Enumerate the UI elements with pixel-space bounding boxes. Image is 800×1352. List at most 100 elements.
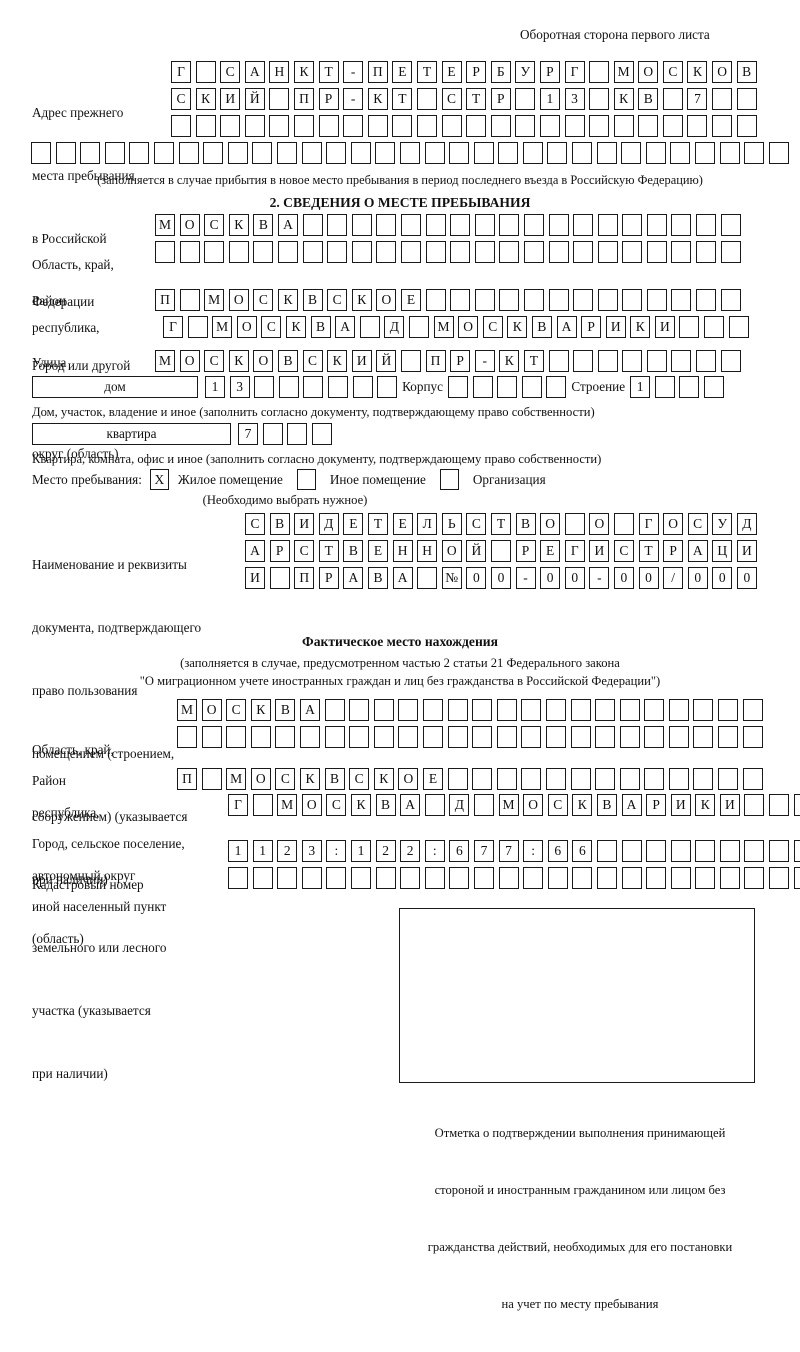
district-cell[interactable] (696, 289, 717, 311)
stroenie-cell[interactable] (679, 376, 700, 398)
previous-address-cell[interactable] (768, 142, 789, 164)
region-cell[interactable] (622, 214, 643, 236)
region-cell[interactable] (277, 241, 298, 263)
cadastral-cell[interactable] (400, 867, 421, 889)
region-cell[interactable] (204, 241, 225, 263)
region-cell[interactable] (400, 241, 421, 263)
stroenie-cell[interactable]: 1 (630, 376, 651, 398)
previous-address-cell[interactable] (498, 142, 519, 164)
stay-type-checkbox-inoe[interactable] (296, 469, 316, 490)
previous-address-cell[interactable]: К (687, 61, 708, 83)
actual-district-cell[interactable]: К (299, 768, 320, 790)
document-cell[interactable]: С (466, 513, 487, 535)
previous-address-cell[interactable]: О (712, 61, 733, 83)
city-cell[interactable]: Г (163, 316, 183, 338)
flat-row[interactable]: квартира 7 (32, 423, 332, 445)
city-cell[interactable]: О (458, 316, 479, 338)
cadastral-cell[interactable] (621, 840, 642, 862)
previous-address-cell[interactable] (416, 88, 437, 110)
actual-district-cell[interactable] (545, 768, 566, 790)
district-cell[interactable] (597, 289, 618, 311)
document-cell[interactable]: Р (318, 567, 339, 589)
previous-address-cell[interactable]: Б (490, 61, 511, 83)
previous-address-cell[interactable]: Г (171, 61, 191, 83)
actual-city-cell[interactable]: И (670, 794, 691, 816)
document-cell[interactable]: В (343, 540, 364, 562)
previous-address-row-3[interactable] (171, 115, 757, 137)
region-cell[interactable] (376, 241, 397, 263)
actual-district-cell[interactable] (201, 768, 222, 790)
flat-number-cell[interactable] (311, 423, 332, 445)
cadastral-cell[interactable] (769, 867, 790, 889)
actual-region-cell[interactable] (324, 726, 345, 748)
previous-address-cell[interactable]: У (515, 61, 536, 83)
actual-region-cell[interactable] (619, 699, 640, 721)
previous-address-cell[interactable] (367, 115, 388, 137)
region-cell[interactable] (228, 241, 249, 263)
region-cell[interactable] (548, 214, 569, 236)
actual-region-cell[interactable] (398, 699, 419, 721)
actual-city-cell[interactable]: К (350, 794, 371, 816)
document-cell[interactable] (564, 513, 585, 535)
document-cell[interactable]: Р (663, 540, 684, 562)
previous-address-cell[interactable] (589, 61, 610, 83)
previous-address-cell[interactable] (269, 115, 290, 137)
actual-district-cell[interactable]: П (177, 768, 197, 790)
actual-region-cell[interactable] (668, 699, 689, 721)
street-cell[interactable] (622, 350, 643, 372)
document-cell[interactable]: Г (564, 540, 585, 562)
actual-region-cell[interactable]: А (299, 699, 320, 721)
previous-address-cell[interactable] (129, 142, 150, 164)
previous-address-cell[interactable]: С (171, 88, 191, 110)
actual-city-cell[interactable]: О (523, 794, 544, 816)
previous-address-cell[interactable] (195, 115, 216, 137)
actual-region-cell[interactable] (693, 726, 714, 748)
actual-region-cell[interactable] (718, 699, 739, 721)
document-cell[interactable]: Е (367, 540, 388, 562)
previous-address-cell[interactable] (203, 142, 224, 164)
cadastral-cell[interactable]: 6 (449, 840, 470, 862)
city-cell[interactable]: А (335, 316, 356, 338)
previous-address-cell[interactable]: К (367, 88, 388, 110)
region-cell[interactable] (474, 214, 495, 236)
actual-district-cell[interactable] (693, 768, 714, 790)
previous-address-cell[interactable] (621, 142, 642, 164)
previous-address-cell[interactable]: - (343, 88, 364, 110)
actual-region-cell[interactable] (742, 699, 763, 721)
cadastral-cell[interactable] (523, 867, 544, 889)
district-cell[interactable] (573, 289, 594, 311)
previous-address-cell[interactable] (473, 142, 494, 164)
previous-address-cell[interactable] (244, 115, 265, 137)
actual-city-cell[interactable] (769, 794, 790, 816)
region-cell[interactable] (720, 214, 741, 236)
district-cell[interactable]: К (277, 289, 298, 311)
city-cell[interactable]: С (482, 316, 503, 338)
document-cell[interactable]: Н (417, 540, 438, 562)
previous-address-cell[interactable] (613, 115, 634, 137)
actual-region-cell[interactable] (349, 726, 370, 748)
document-cell[interactable]: О (663, 513, 684, 535)
region-cell[interactable] (696, 241, 717, 263)
korpus-cells[interactable] (448, 376, 567, 398)
korpus-cell[interactable] (472, 376, 493, 398)
street-cell[interactable]: К (499, 350, 520, 372)
city-cell[interactable]: И (654, 316, 675, 338)
previous-address-cell[interactable]: М (613, 61, 634, 83)
actual-region-cell[interactable] (496, 726, 517, 748)
actual-region-cell[interactable] (422, 726, 443, 748)
previous-address-cell[interactable] (449, 142, 470, 164)
document-cell[interactable]: 0 (613, 567, 634, 589)
cadastral-cell[interactable]: 6 (572, 840, 593, 862)
previous-address-cell[interactable] (301, 142, 322, 164)
actual-region-cell[interactable] (521, 726, 542, 748)
actual-region-cell[interactable]: В (275, 699, 296, 721)
document-cell[interactable] (613, 513, 634, 535)
previous-address-cell[interactable] (392, 115, 413, 137)
city-cell[interactable]: В (531, 316, 552, 338)
cadastral-cell[interactable]: : (523, 840, 544, 862)
cadastral-cell[interactable] (719, 867, 740, 889)
cadastral-cell[interactable]: 1 (228, 840, 248, 862)
previous-address-cell[interactable]: Г (564, 61, 585, 83)
